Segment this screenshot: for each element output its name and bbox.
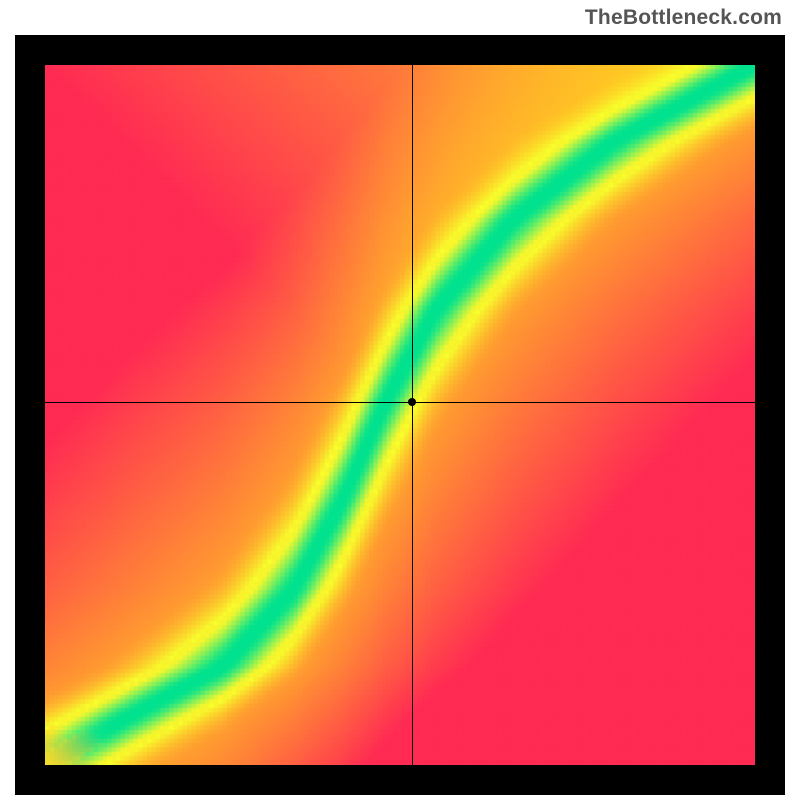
chart-container: TheBottleneck.com [0, 0, 800, 800]
watermark-text: TheBottleneck.com [585, 6, 782, 30]
crosshair-horizontal [45, 402, 755, 403]
heatmap-canvas [45, 65, 755, 765]
data-point-marker [408, 398, 416, 406]
crosshair-vertical [412, 65, 413, 765]
plot-outer-frame [15, 35, 785, 795]
